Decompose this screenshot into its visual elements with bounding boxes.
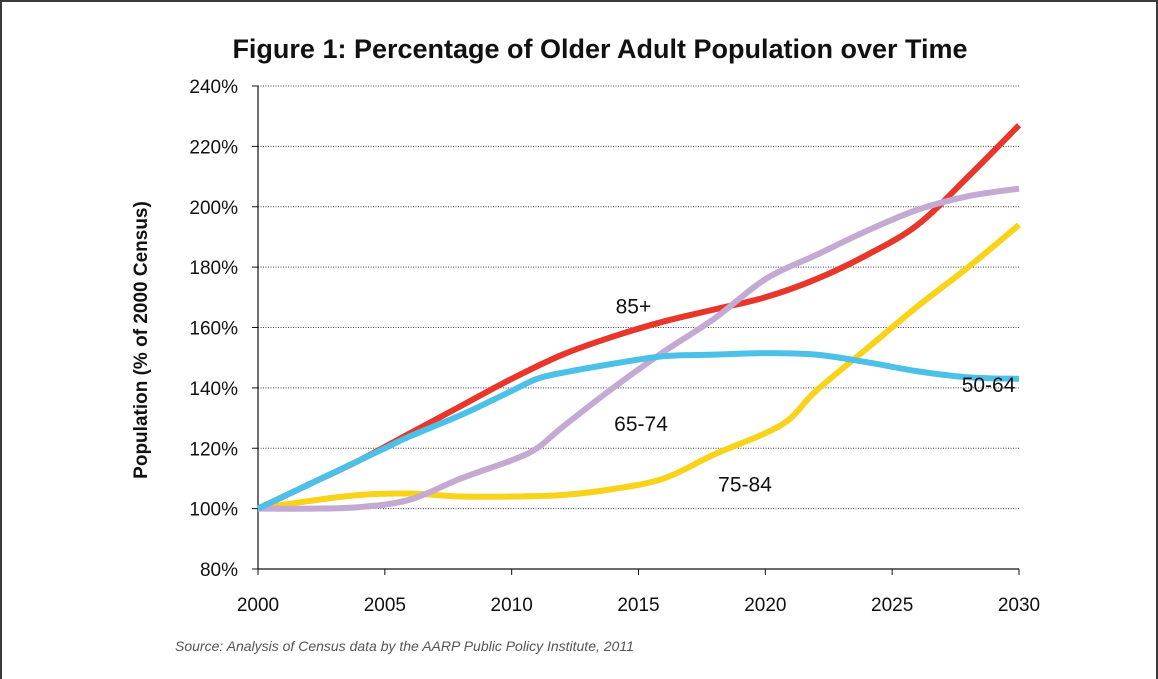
y-tick-label: 220% bbox=[189, 137, 238, 158]
x-tick-label: 2020 bbox=[744, 595, 786, 616]
y-tick-label: 200% bbox=[189, 198, 238, 219]
y-tick-label: 120% bbox=[189, 439, 238, 460]
series-label-75-84: 75-84 bbox=[718, 473, 772, 496]
x-tick-label: 2010 bbox=[491, 595, 533, 616]
x-tick-label: 2030 bbox=[998, 595, 1040, 616]
y-tick-label: 160% bbox=[189, 319, 238, 340]
axes bbox=[252, 85, 1020, 575]
tick-labels: 80% 100% 120% 140% 160% 180% 200% 220% 240% 2000 2… bbox=[189, 77, 1040, 616]
series-label-65-74: 65-74 bbox=[614, 413, 668, 436]
series-label-50-64: 50-64 bbox=[962, 374, 1016, 397]
chart-title: Figure 1: Percentage of Older Adult Popu… bbox=[232, 34, 967, 64]
y-tick-label: 80% bbox=[200, 560, 238, 581]
series-label-85plus: 85+ bbox=[616, 295, 652, 318]
y-axis-label: Population (% of 2000 Census) bbox=[131, 201, 152, 479]
x-tick-label: 2015 bbox=[617, 595, 659, 616]
y-tick-label: 140% bbox=[189, 379, 238, 400]
source-note: Source: Analysis of Census data by the A… bbox=[175, 638, 634, 654]
x-tick-label: 2005 bbox=[364, 595, 406, 616]
series-line-50-64 bbox=[256, 350, 1020, 512]
x-tick-label: 2025 bbox=[871, 595, 913, 616]
series-lines bbox=[256, 123, 1022, 512]
y-tick-label: 180% bbox=[189, 258, 238, 279]
y-tick-label: 240% bbox=[189, 77, 238, 98]
x-tick-label: 2000 bbox=[237, 595, 279, 616]
y-tick-label: 100% bbox=[189, 500, 238, 521]
series-line-65-74 bbox=[257, 185, 1020, 512]
series-line-75-84 bbox=[257, 222, 1021, 512]
series-labels: 85+ 50-64 65-74 75-84 bbox=[614, 295, 1016, 496]
